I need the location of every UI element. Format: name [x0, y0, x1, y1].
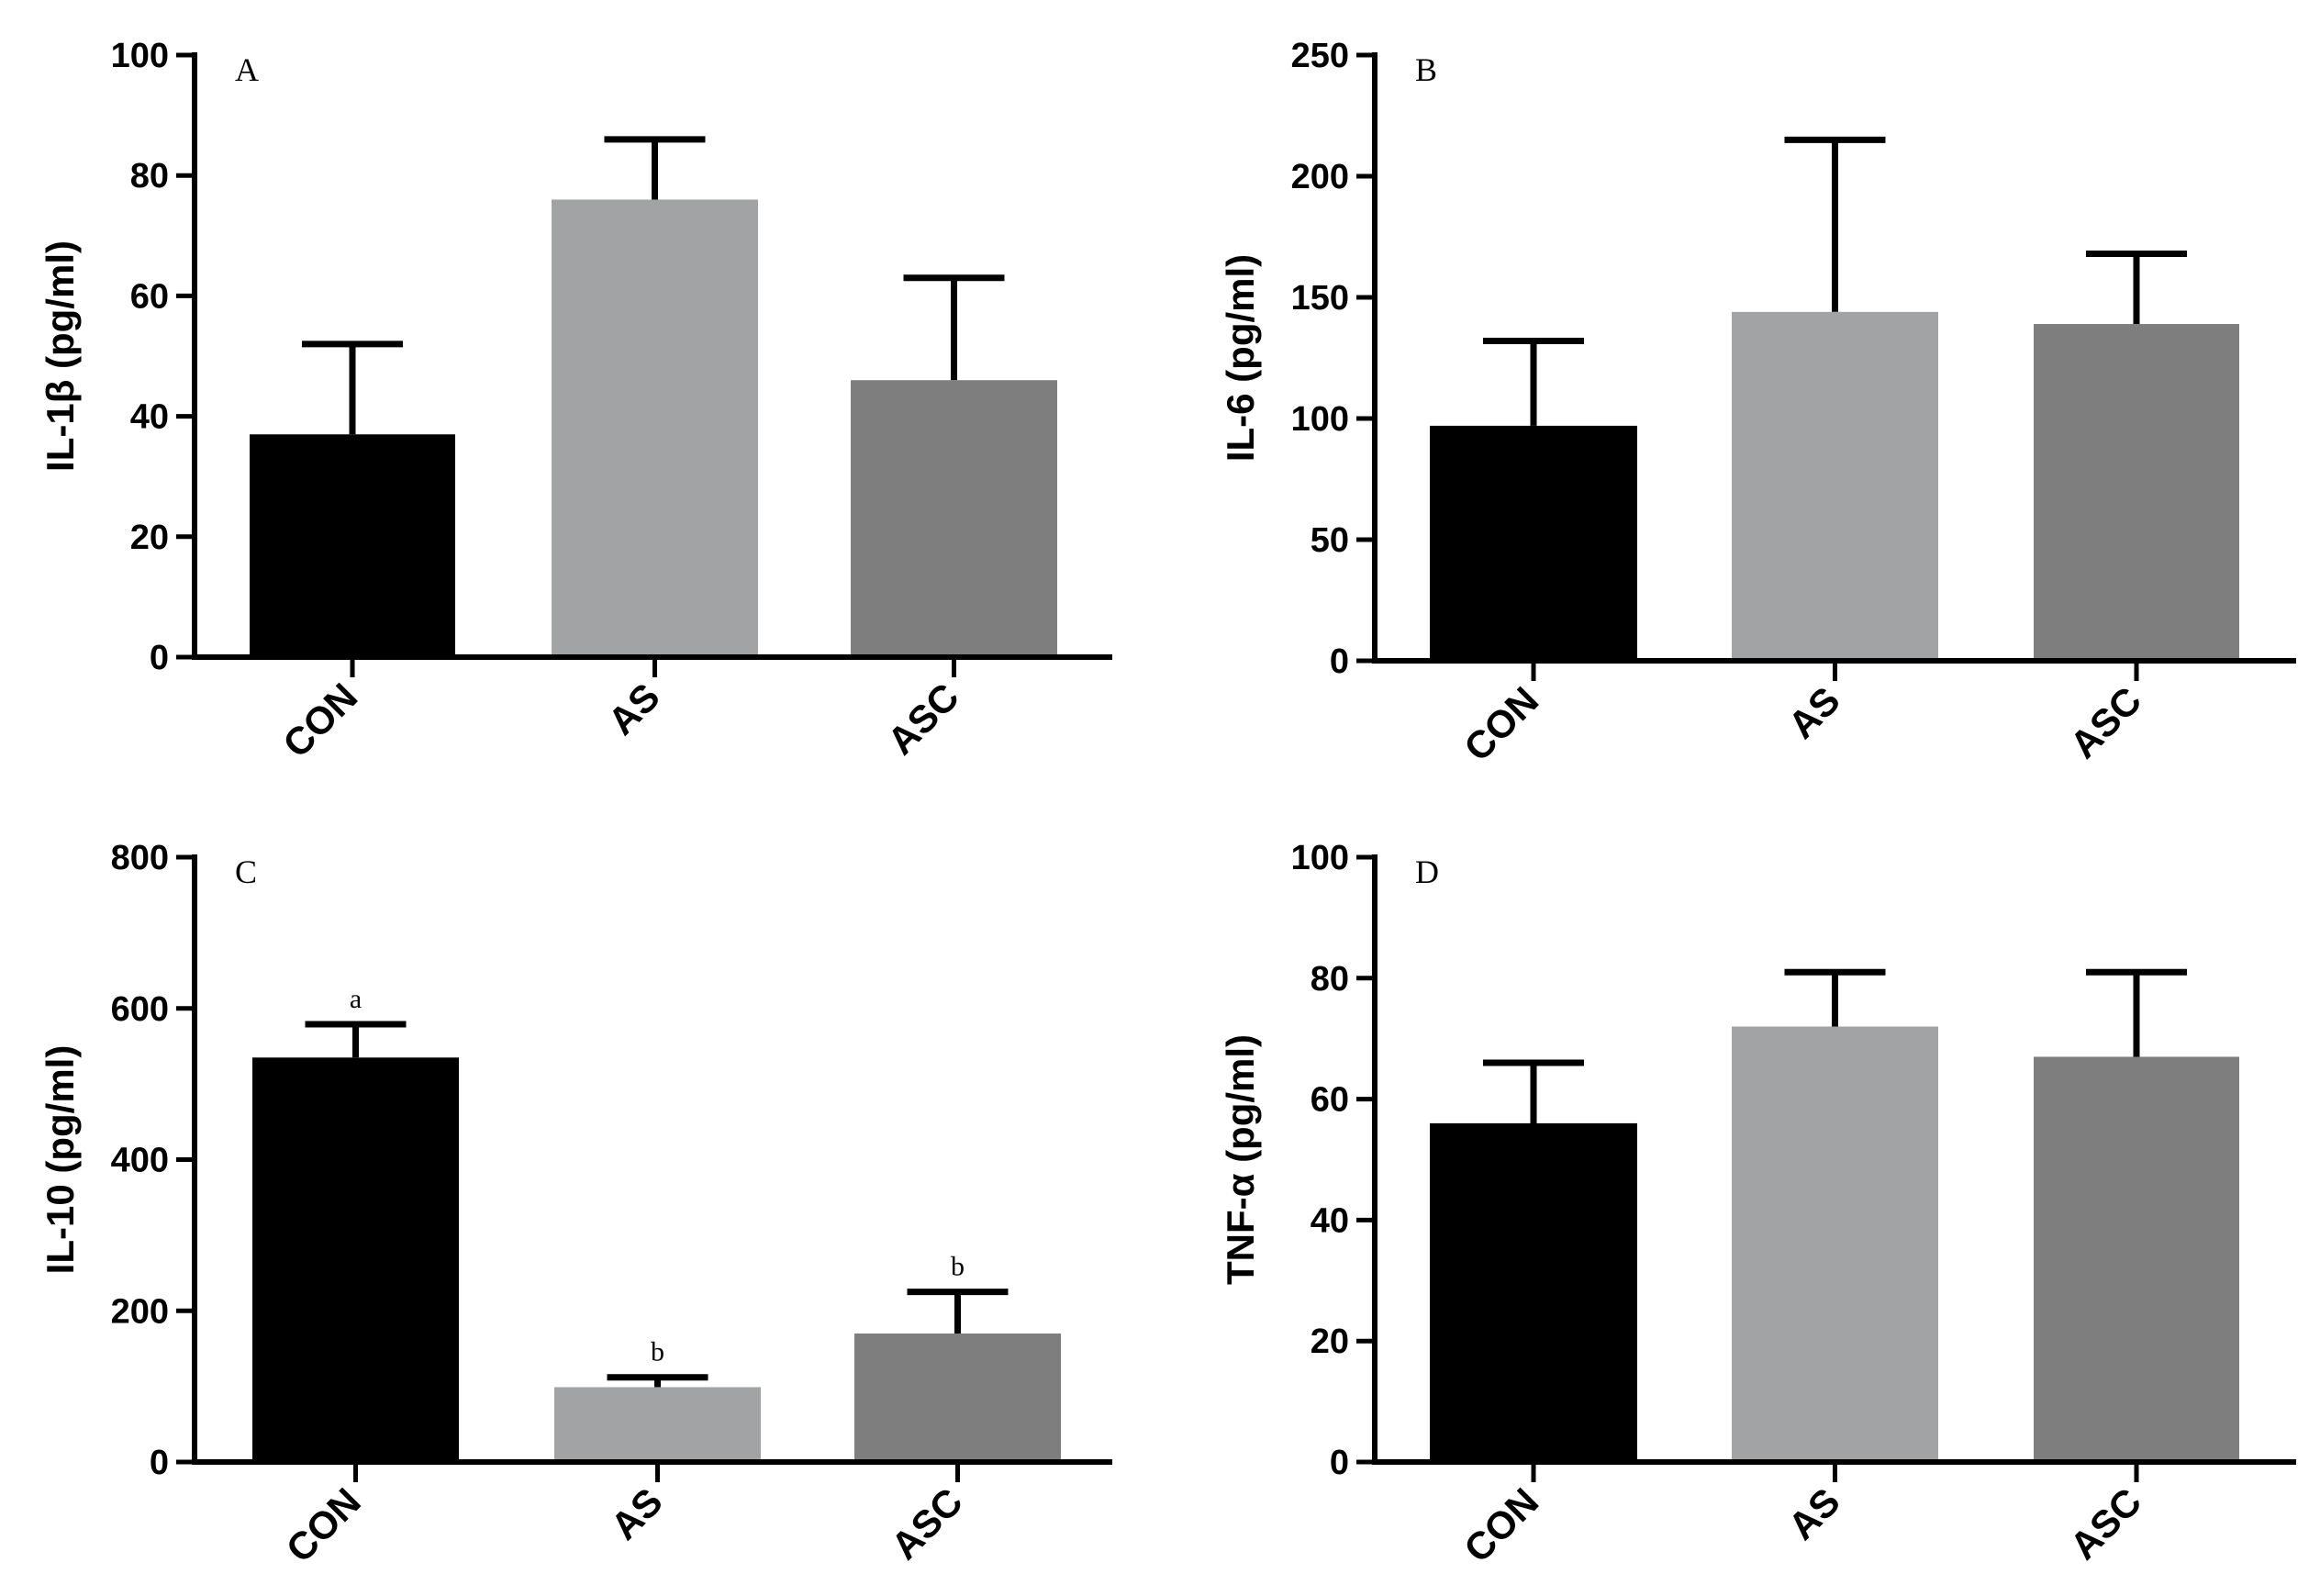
- y-tick-label: 200: [1291, 158, 1349, 196]
- x-tick-label-asc: ASC: [2061, 1479, 2149, 1568]
- y-tick-label: 40: [1311, 1201, 1349, 1240]
- y-tick-label: 400: [111, 1142, 169, 1180]
- chart-panel-a: CON AS ASC 0 20 40 60 80 100 IL-1β (pg/ml) A: [39, 37, 1112, 765]
- x-tick-label-as: AS: [599, 675, 668, 743]
- y-tick-label: 0: [150, 639, 169, 677]
- y-tick-label: 0: [1330, 642, 1349, 681]
- y-tick-label: 0: [1330, 1444, 1349, 1482]
- panel-letter: C: [235, 854, 257, 890]
- x-tick-label-asc: ASC: [2061, 678, 2149, 766]
- y-tick-label: 100: [1291, 839, 1349, 877]
- bar-asc: [2034, 324, 2239, 661]
- significance-label-con: a: [350, 984, 362, 1014]
- y-tick-label: 800: [111, 839, 169, 877]
- panel-letter: B: [1415, 51, 1437, 88]
- chart-panel-d: CON AS ASC 0 20 40 60 80 100 TNF-α (pg/ml) D: [1219, 839, 2296, 1570]
- x-tick-label-asc: ASC: [879, 675, 967, 763]
- bar-as: [1732, 311, 1938, 661]
- y-tick-label: 100: [1291, 400, 1349, 439]
- x-tick-label-con: CON: [1456, 678, 1546, 769]
- y-tick-label: 150: [1291, 279, 1349, 318]
- bar-as: [554, 1387, 761, 1462]
- y-tick-label: 20: [1311, 1323, 1349, 1361]
- bar-asc: [2034, 1056, 2239, 1462]
- x-tick-label-as: AS: [602, 1479, 671, 1548]
- bar-asc: [851, 380, 1057, 657]
- x-tick-label-as: AS: [1779, 1479, 1848, 1548]
- x-tick-label-con: CON: [278, 1479, 369, 1570]
- y-tick-label: 0: [150, 1444, 169, 1482]
- bar-as: [1732, 1026, 1938, 1462]
- bar-con: [1430, 1122, 1637, 1462]
- y-axis-label: IL-10 (pg/ml): [39, 1045, 82, 1275]
- chart-panel-b: CON AS ASC 0 50 100 150 200 250 IL-6 (pg/ml) B: [1219, 37, 2296, 769]
- panel-letter: D: [1415, 854, 1439, 890]
- bar-as: [552, 199, 758, 657]
- y-tick-label: 60: [130, 277, 169, 316]
- y-tick-label: 250: [1291, 37, 1349, 75]
- significance-label-as: b: [651, 1337, 664, 1367]
- y-axis-label: IL-1β (pg/ml): [39, 240, 82, 472]
- y-axis-label: IL-6 (pg/ml): [1219, 254, 1262, 462]
- y-tick-label: 50: [1311, 521, 1349, 560]
- x-tick-label-as: AS: [1779, 678, 1848, 747]
- y-axis-label: TNF-α (pg/ml): [1219, 1034, 1262, 1285]
- bar-con: [252, 1057, 459, 1462]
- y-tick-label: 80: [1311, 960, 1349, 999]
- y-tick-label: 60: [1311, 1081, 1349, 1120]
- y-tick-label: 200: [111, 1292, 169, 1331]
- chart-panel-c: a CON b AS b ASC 0 200 400 600 800 IL-10 (pg/ml) C: [39, 839, 1112, 1570]
- panel-letter: A: [235, 51, 259, 88]
- y-tick-label: 600: [111, 990, 169, 1029]
- y-tick-label: 100: [111, 37, 169, 75]
- x-tick-label-con: CON: [274, 675, 365, 765]
- x-tick-label-con: CON: [1456, 1479, 1546, 1570]
- significance-label-asc: b: [951, 1252, 965, 1282]
- x-tick-label-asc: ASC: [883, 1479, 971, 1568]
- bar-con: [1430, 425, 1637, 661]
- bar-con: [250, 434, 455, 657]
- y-tick-label: 40: [130, 398, 169, 437]
- y-tick-label: 20: [130, 519, 169, 557]
- y-tick-label: 80: [130, 157, 169, 195]
- bar-asc: [854, 1333, 1061, 1462]
